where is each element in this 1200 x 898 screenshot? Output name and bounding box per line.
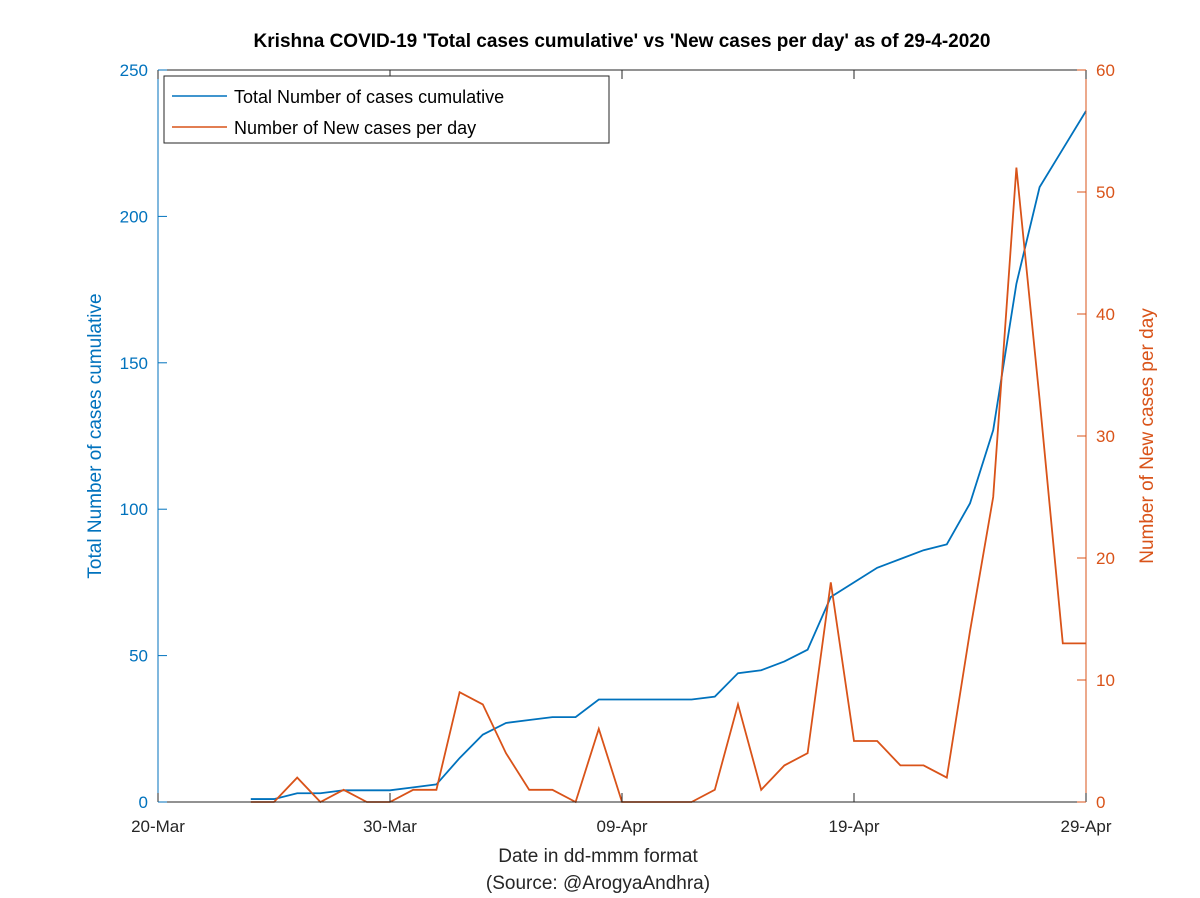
series-line-total-cases (250, 110, 1087, 800)
left-y-tick-label: 250 (120, 61, 148, 80)
x-tick-label: 30-Mar (363, 817, 417, 836)
right-y-tick-label: 60 (1096, 61, 1115, 80)
legend-label-total-cases: Total Number of cases cumulative (234, 87, 504, 107)
x-tick-label: 29-Apr (1060, 817, 1111, 836)
left-y-tick-label: 150 (120, 354, 148, 373)
x-tick-label: 09-Apr (596, 817, 647, 836)
right-y-tick-label: 20 (1096, 549, 1115, 568)
right-y-tick-label: 0 (1096, 793, 1105, 812)
right-y-tick-label: 30 (1096, 427, 1115, 446)
legend: Total Number of cases cumulative Number … (163, 75, 610, 144)
right-y-tick-label: 10 (1096, 671, 1115, 690)
x-axis-label: Date in dd-mmm format (498, 846, 698, 867)
x-tick-label: 20-Mar (131, 817, 185, 836)
left-y-tick-label: 200 (120, 207, 148, 226)
ticks: 20-Mar 30-Mar 09-Apr 19-Apr 29-Apr0501001502… (120, 61, 1115, 836)
right-y-axis-label: Number of New cases per day (1137, 308, 1158, 564)
right-y-tick-label: 50 (1096, 183, 1115, 202)
x-axis-sublabel: (Source: @ArogyaAndhra) (486, 873, 710, 894)
chart-title: Krishna COVID-19 'Total cases cumulative… (254, 31, 991, 52)
legend-box (163, 75, 610, 144)
legend-label-new-cases: Number of New cases per day (234, 118, 476, 138)
right-y-tick-label: 40 (1096, 305, 1115, 324)
left-y-tick-label: 50 (129, 647, 148, 666)
left-y-tick-label: 0 (139, 793, 148, 812)
x-tick-label: 19-Apr (828, 817, 879, 836)
left-y-tick-label: 100 (120, 500, 148, 519)
left-y-axis-label: Total Number of cases cumulative (85, 293, 106, 578)
